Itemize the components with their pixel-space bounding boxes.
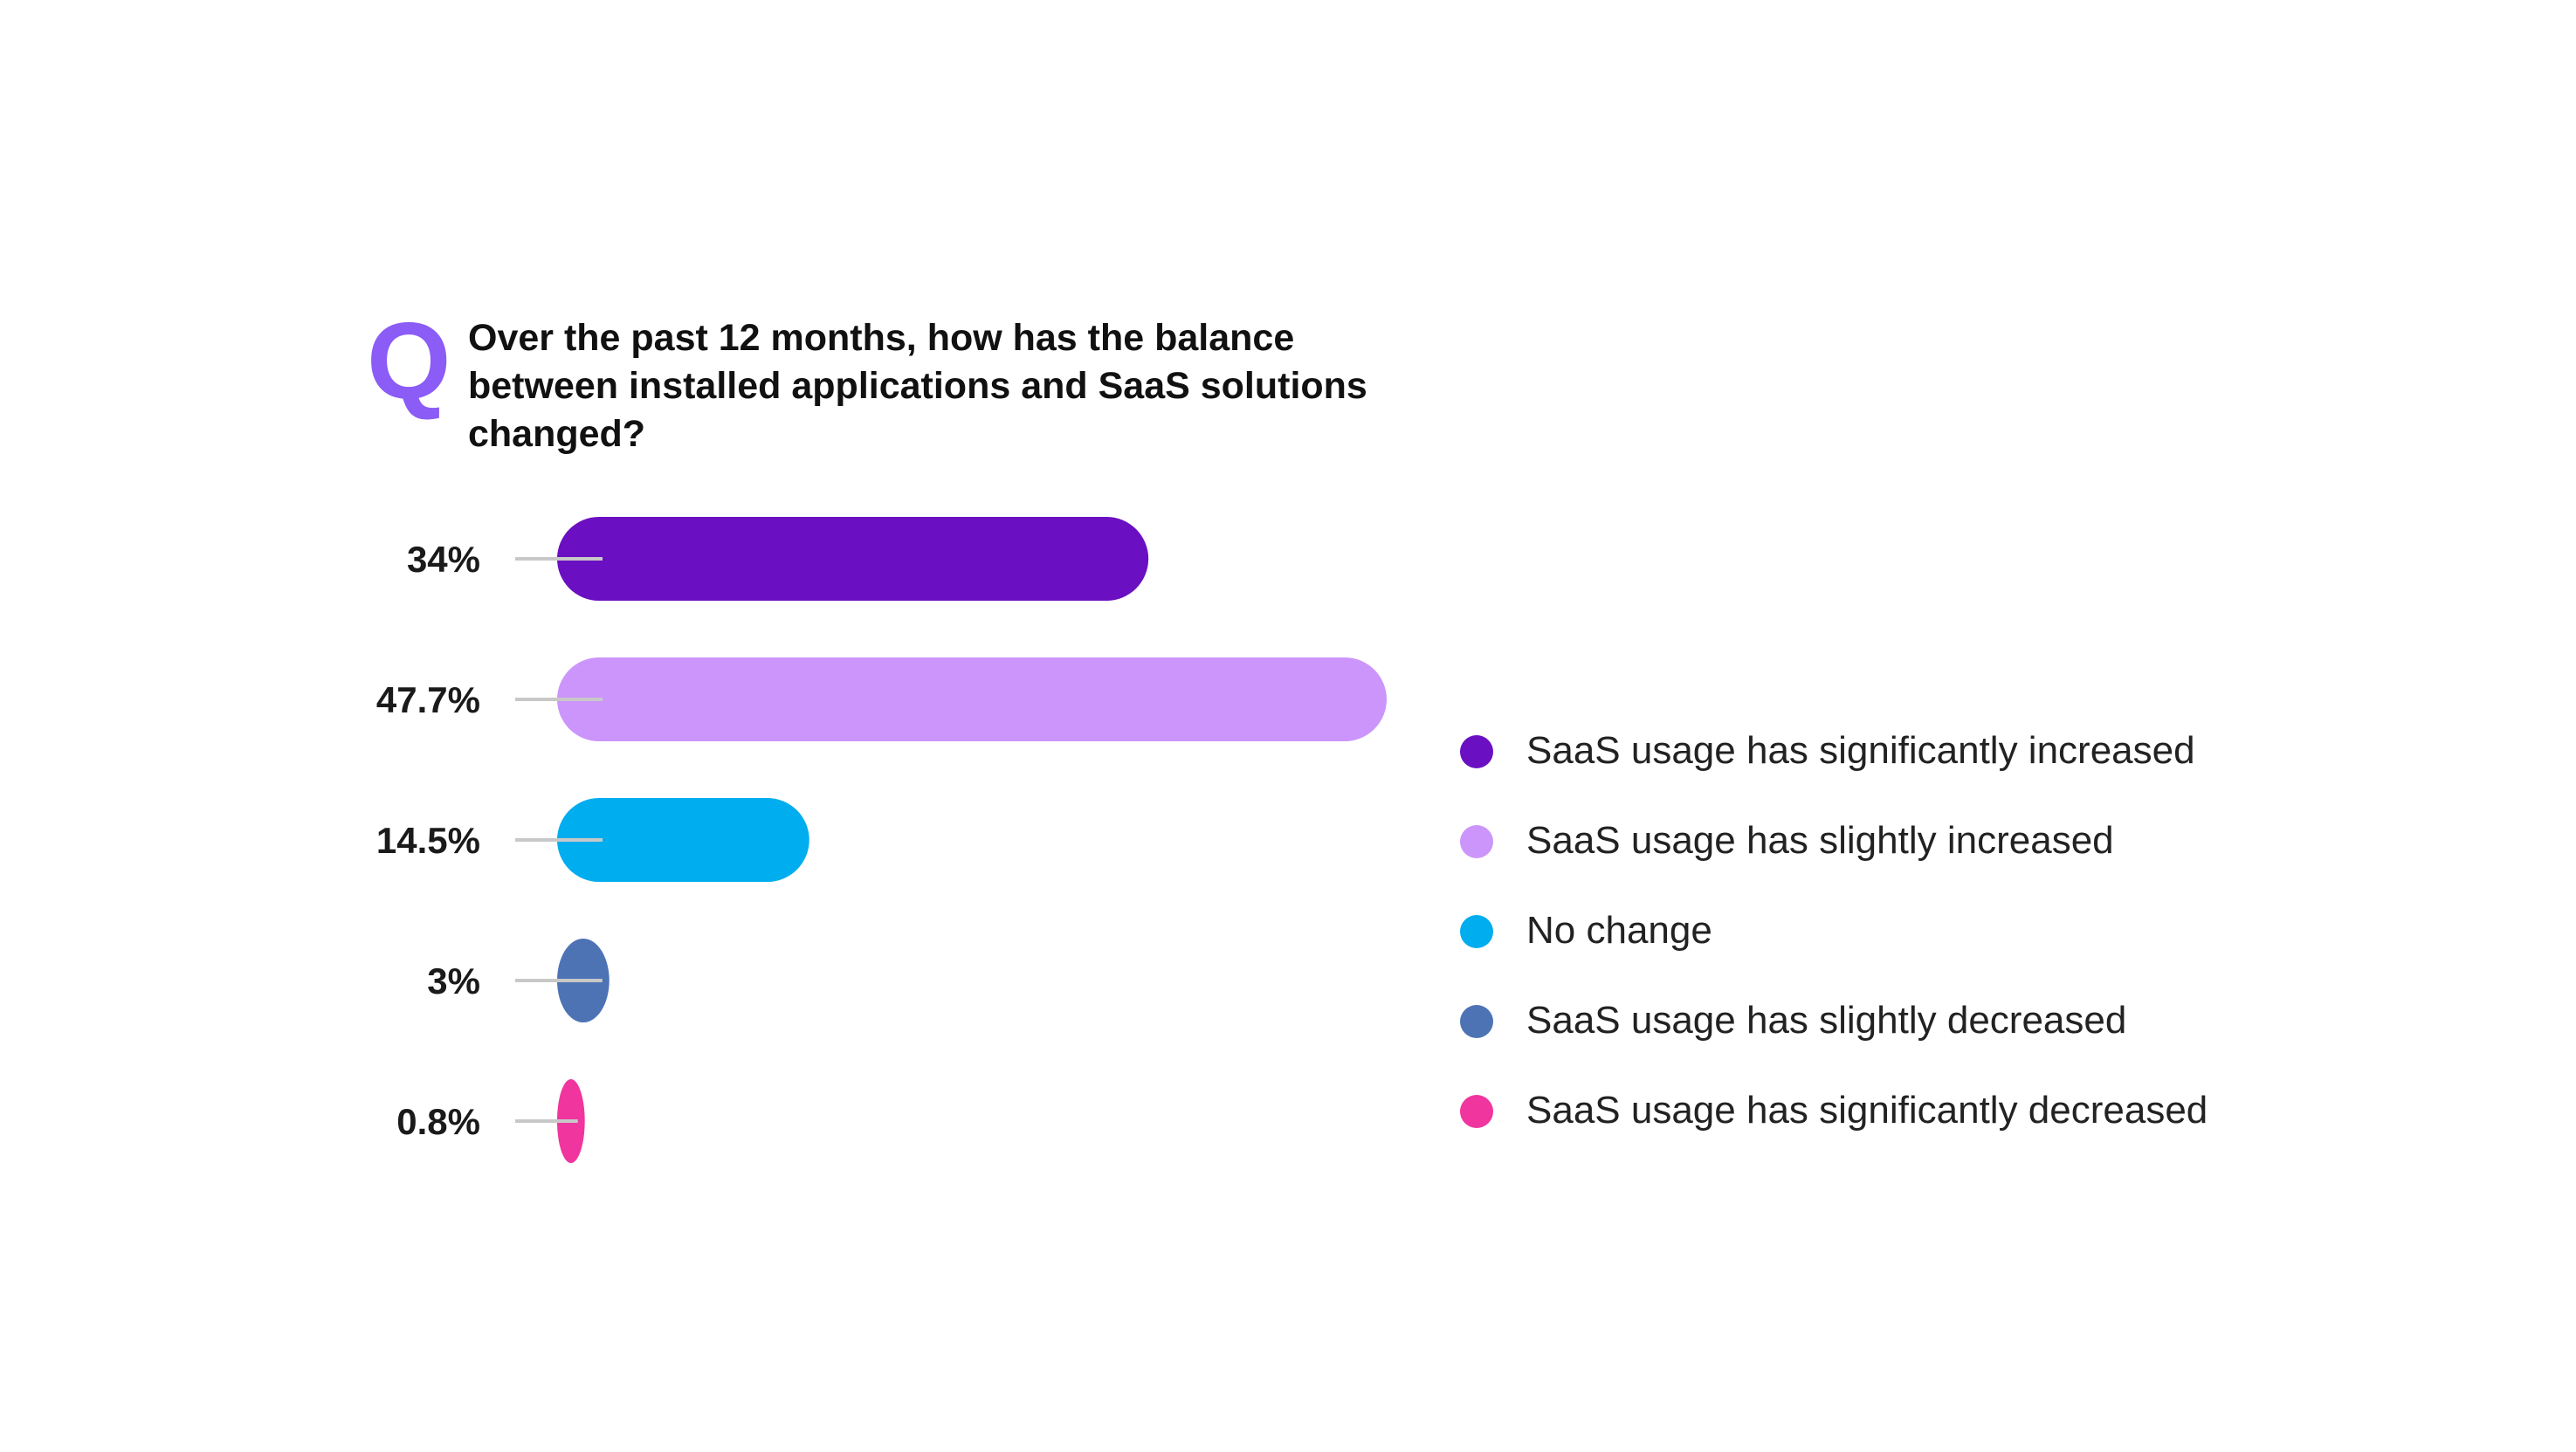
bar-1 — [557, 657, 1387, 741]
legend-item-4: SaaS usage has significantly decreased — [1460, 1084, 2508, 1174]
legend-dot-icon — [1460, 825, 1493, 858]
legend-label-0: SaaS usage has significantly increased — [1526, 729, 2195, 772]
value-label-3: 3% — [427, 960, 480, 1001]
chart-title: Over the past 12 months, how has the bal… — [468, 317, 1367, 455]
legend: SaaS usage has significantly increased Sa… — [1460, 725, 2508, 1174]
bar-0 — [557, 517, 1149, 601]
legend-item-1: SaaS usage has slightly increased — [1460, 815, 2508, 905]
legend-label-1: SaaS usage has slightly increased — [1526, 819, 2114, 862]
question-q-icon: Q — [367, 301, 451, 422]
legend-dot-icon — [1460, 1005, 1493, 1038]
legend-item-3: SaaS usage has slightly decreased — [1460, 994, 2508, 1084]
value-label-0: 34% — [407, 539, 480, 580]
legend-dot-icon — [1460, 1095, 1493, 1128]
legend-dot-icon — [1460, 735, 1493, 768]
legend-label-2: No change — [1526, 909, 1712, 952]
legend-item-0: SaaS usage has significantly increased — [1460, 725, 2508, 815]
legend-item-2: No change — [1460, 905, 2508, 994]
bar-2 — [557, 798, 809, 882]
legend-label-3: SaaS usage has slightly decreased — [1526, 999, 2127, 1042]
value-label-4: 0.8% — [396, 1101, 480, 1142]
legend-dot-icon — [1460, 915, 1493, 948]
value-label-1: 47.7% — [376, 679, 480, 720]
value-label-2: 14.5% — [376, 820, 480, 861]
legend-label-4: SaaS usage has significantly decreased — [1526, 1089, 2208, 1132]
